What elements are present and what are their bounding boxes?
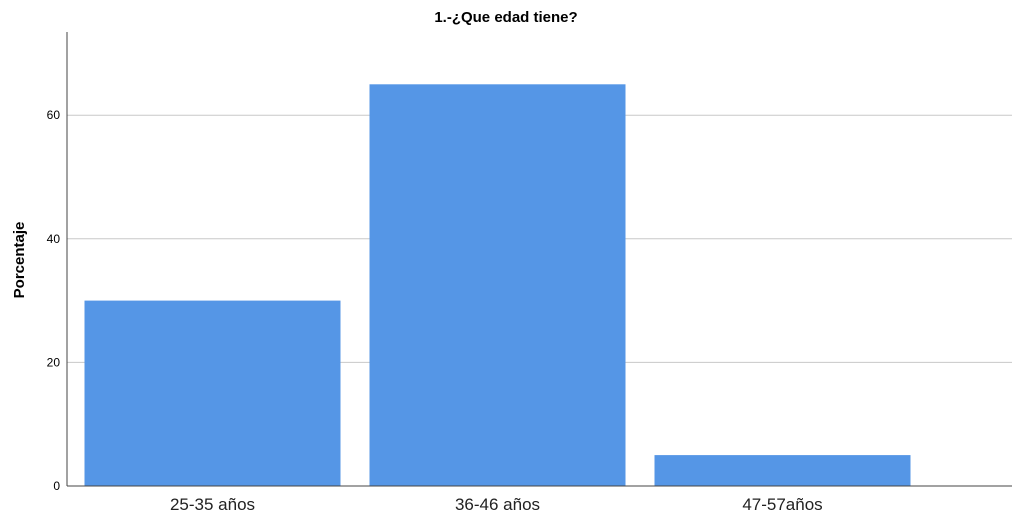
bar bbox=[84, 300, 341, 486]
y-tick-label: 20 bbox=[47, 355, 61, 369]
y-axis-label: Porcentaje bbox=[11, 222, 28, 299]
bar bbox=[654, 455, 911, 486]
x-tick-labels: 25-35 años 36-46 años 47-57años bbox=[170, 495, 823, 514]
y-tick-label: 0 bbox=[53, 479, 60, 493]
x-tick-label: 47-57años bbox=[742, 495, 822, 514]
bars bbox=[84, 84, 911, 487]
x-tick-label: 25-35 años bbox=[170, 495, 255, 514]
y-tick-label: 40 bbox=[47, 232, 61, 246]
bar bbox=[369, 84, 626, 487]
x-tick-label: 36-46 años bbox=[455, 495, 540, 514]
chart-title: 1.-¿Que edad tiene? bbox=[434, 9, 577, 26]
y-tick-labels: 0 20 40 60 bbox=[47, 108, 61, 493]
y-tick-label: 60 bbox=[47, 108, 61, 122]
